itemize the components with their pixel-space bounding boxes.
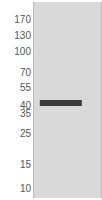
svg-text:170: 170 [14, 14, 31, 25]
svg-text:40: 40 [20, 100, 32, 111]
svg-text:25: 25 [20, 128, 32, 139]
svg-text:70: 70 [20, 67, 32, 78]
svg-text:130: 130 [14, 30, 31, 41]
svg-text:35: 35 [20, 108, 32, 119]
svg-text:15: 15 [20, 159, 32, 170]
svg-text:10: 10 [20, 183, 32, 194]
svg-text:55: 55 [20, 82, 32, 93]
svg-text:100: 100 [14, 46, 31, 57]
